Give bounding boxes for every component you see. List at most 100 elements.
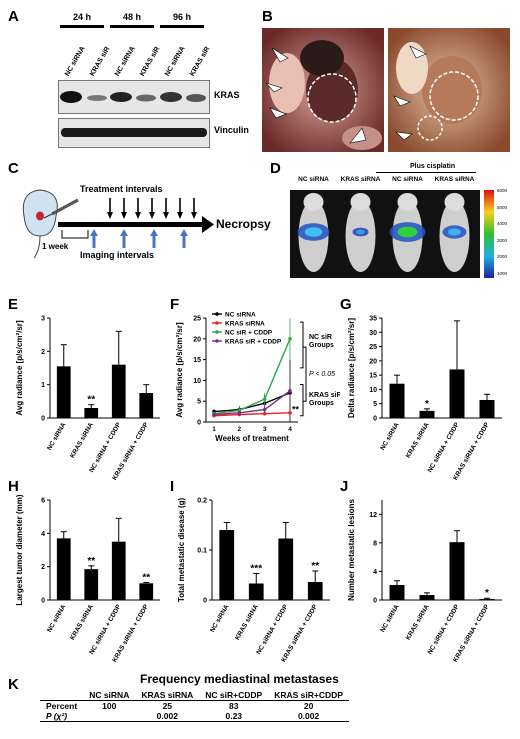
bar [419, 410, 435, 418]
timepoint-bar [160, 25, 204, 28]
bar [389, 585, 405, 600]
group-label: NC siRNA [298, 176, 329, 183]
y-tick-label: 6 [41, 498, 45, 505]
bar [84, 569, 99, 600]
scale-tick-label: 6000 [497, 188, 508, 193]
x-tick-label: 3 [263, 426, 267, 433]
category-label: NC siRNA [209, 603, 231, 633]
panel-label-k: K [8, 676, 19, 693]
kras-bands [60, 91, 206, 103]
x-tick-label: 2 [238, 426, 242, 433]
group-label: KRAS siRNA [340, 176, 381, 183]
y-tick-label: 0 [203, 598, 207, 605]
bar [278, 538, 294, 600]
panel-label-h: H [8, 478, 19, 495]
treatment-intervals-label: Treatment intervals [80, 184, 163, 194]
bar [479, 598, 495, 600]
x-tick-label: 1 [212, 426, 216, 433]
p-value-label: P < 0.05 [309, 371, 335, 378]
y-tick-label: 0 [373, 416, 377, 423]
nc-group-label: NC siR [309, 334, 332, 341]
significance-mark: ** [292, 405, 300, 415]
y-tick-label: 0.1 [197, 548, 207, 555]
y-tick-label: 0 [373, 598, 377, 605]
data-point [262, 397, 267, 401]
table-row: Percent 100 25 83 20 [40, 701, 349, 711]
category-label: NC siRNA + CDDP [427, 421, 462, 474]
bar [219, 530, 235, 600]
category-label: NC siRNA [46, 603, 68, 633]
y-tick-label: 2 [41, 349, 45, 356]
table-cell: 0.002 [297, 711, 320, 721]
y-tick-label: 8 [373, 540, 377, 547]
vinculin-blot [58, 118, 210, 148]
table-cell: 100 [102, 701, 117, 711]
vinculin-blot-label: Vinculin [214, 125, 249, 135]
syringe-icon [43, 198, 79, 219]
data-point [288, 389, 292, 393]
y-tick-label: 10 [193, 378, 201, 385]
y-tick-label: 25 [369, 344, 377, 351]
necropsy-label: Necropsy [216, 217, 271, 231]
table-header-cell: KRAS siRNA [141, 690, 194, 700]
y-tick-label: 20 [369, 358, 377, 365]
bar [139, 393, 154, 418]
category-label: NC siRNA + CDDP [427, 603, 462, 656]
table-cell [83, 711, 135, 722]
series-line [213, 390, 291, 416]
category-label: NC siRNA [379, 421, 401, 451]
bioluminescence-images [290, 190, 480, 278]
y-tick-label: 15 [193, 357, 201, 364]
timepoint-label: 24 h [72, 12, 91, 22]
y-axis-label: Delta radiance [p/s/cm²/sr] [347, 318, 356, 418]
table-header-cell: KRAS siR+CDDP [274, 690, 343, 700]
lane-label: NC siRNA [114, 45, 137, 78]
significance-mark: ** [87, 395, 95, 406]
data-point [237, 408, 242, 413]
vinculin-bands [61, 128, 207, 137]
kras-blot-label: KRAS [214, 90, 240, 100]
y-tick-label: 4 [373, 569, 377, 576]
timepoint-label: 96 h [172, 12, 191, 22]
bar [307, 582, 323, 600]
x-axis-label: Weeks of treatment [215, 434, 289, 443]
legend-entry: NC siR + CDDP [225, 330, 273, 337]
category-label: NC siRNA [379, 603, 401, 633]
scale-tick-label: 4000 [497, 221, 508, 226]
y-tick-label: 35 [369, 316, 377, 323]
bar [389, 383, 405, 418]
bar [479, 400, 495, 418]
table-cell: 83 [229, 701, 239, 711]
lane-label: NC siRNA [64, 45, 87, 78]
bar [84, 408, 99, 418]
bar [111, 541, 126, 600]
significance-mark: *** [250, 564, 262, 575]
panel-label-g: G [340, 296, 352, 313]
lane-label: NC siRNA [164, 45, 187, 78]
y-tick-label: 0 [197, 420, 201, 427]
category-label: NC siRNA [46, 421, 68, 451]
bar [449, 542, 465, 600]
lane-label: KRAS siR [89, 45, 112, 78]
mouse-image [439, 193, 470, 272]
legend: NC siRNA KRAS siRNA NC siR + CDDP KRAS siR … [212, 312, 282, 346]
y-tick-label: 12 [369, 512, 377, 519]
bar [419, 595, 435, 600]
y-axis-label: Number metastatic lesions [347, 499, 356, 601]
y-tick-label: 0 [41, 416, 45, 423]
one-week-label: 1 week [42, 242, 69, 251]
panel-label-a: A [8, 8, 19, 25]
kras-blot [58, 80, 210, 114]
cisplatin-bracket [376, 172, 476, 173]
panel-label-e: E [8, 296, 19, 313]
legend-entry: KRAS siR + CDDP [225, 339, 282, 346]
metastases-table: NC siRNA KRAS siRNA NC siR+CDDP KRAS siR+CD… [40, 690, 349, 722]
imaging-arrows [90, 229, 188, 248]
bar [56, 538, 71, 600]
y-tick-label: 4 [41, 531, 45, 538]
